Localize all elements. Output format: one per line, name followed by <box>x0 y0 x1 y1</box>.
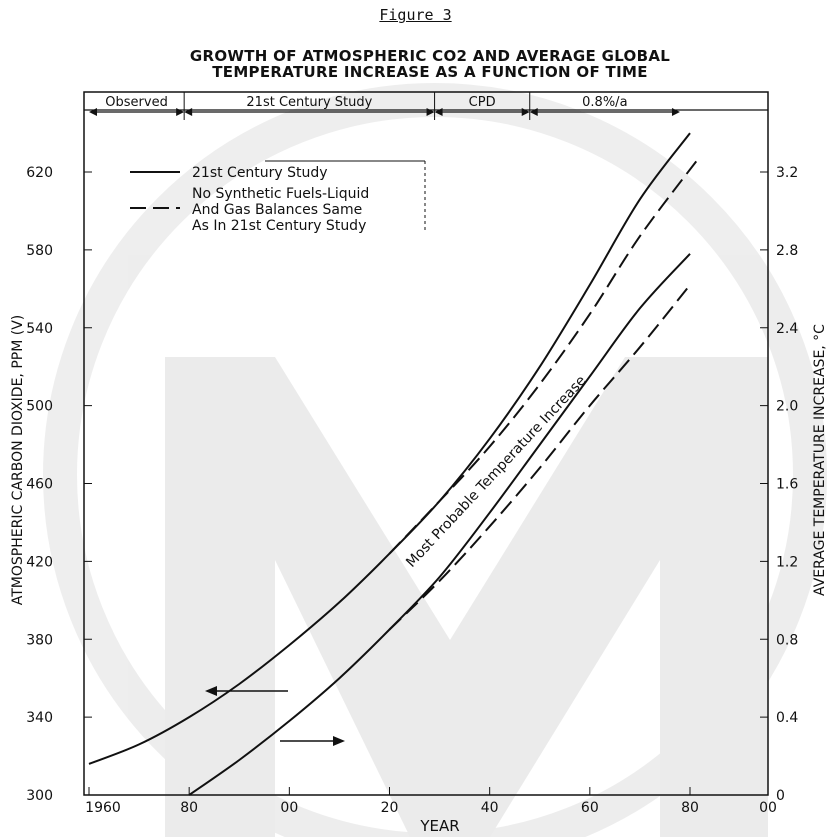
arrow-to-right-axis-head <box>333 736 345 746</box>
y-right-tick-label: 0.8 <box>776 632 798 648</box>
y-right-tick-label: 1.2 <box>776 554 798 570</box>
y-left-tick-label: 580 <box>26 243 53 259</box>
legend-label-solid: 21st Century Study <box>192 165 328 181</box>
y-left-tick-label: 620 <box>26 165 53 181</box>
y-right-tick-label: 0.4 <box>776 710 798 726</box>
y-left-tick-label: 540 <box>26 321 53 337</box>
x-tick-label: 80 <box>180 800 198 816</box>
arrow-to-left-axis-head <box>205 686 217 696</box>
period-arrowhead-left <box>89 108 97 116</box>
y-left-tick-label: 340 <box>26 710 53 726</box>
x-tick-label: 00 <box>759 800 777 816</box>
period-arrowhead-right <box>521 108 530 116</box>
axis-labels: YEAR ATMOSPHERIC CARBON DIOXIDE, PPM (V) A… <box>10 315 828 835</box>
chart-title: GROWTH OF ATMOSPHERIC CO2 AND AVERAGE GL… <box>90 48 770 80</box>
period-arrowhead-right <box>176 108 185 116</box>
chart-title-line-2: TEMPERATURE INCREASE AS A FUNCTION OF TI… <box>212 63 648 81</box>
period-label: 0.8%/a <box>582 95 627 110</box>
series-line-right-dashed <box>388 284 691 631</box>
x-tick-label: 40 <box>481 800 499 816</box>
figure-label: Figure 3 <box>379 6 452 24</box>
chart-title-line-1: GROWTH OF ATMOSPHERIC CO2 AND AVERAGE GL… <box>189 47 671 65</box>
y-left-tick-label: 380 <box>26 632 53 648</box>
y-right-tick-label: 2.0 <box>776 399 798 415</box>
y-right-tick-label: 2.4 <box>776 321 798 337</box>
period-label: 21st Century Study <box>246 95 372 110</box>
legend: 21st Century Study No Synthetic Fuels-Liq… <box>130 160 426 234</box>
plot-border <box>83 91 769 796</box>
y-right-tick-label: 1.6 <box>776 477 798 493</box>
period-label: Observed <box>105 95 168 110</box>
period-arrowhead-right <box>671 108 680 116</box>
y-left-tick-label: 500 <box>26 399 53 415</box>
x-tick-label: 20 <box>381 800 399 816</box>
plot-frame <box>83 91 769 796</box>
legend-label-dashed-line: And Gas Balances Same <box>192 202 362 218</box>
y-right-tick-label: 2.8 <box>776 243 798 259</box>
series-line-right-solid <box>188 253 691 796</box>
axis-ticks: 1960 80 00 20 40 60 80 00 300 340 380 420 460 500 540 5… <box>26 165 798 816</box>
period-arrowhead-left <box>184 108 193 116</box>
x-tick-label: 80 <box>681 800 699 816</box>
y-right-axis-label: AVERAGE TEMPERATURE INCREASE, °C <box>812 324 828 596</box>
period-label: CPD <box>469 95 496 110</box>
legend-label-dashed-line: No Synthetic Fuels-Liquid <box>192 186 369 202</box>
period-arrowhead-left <box>434 108 443 116</box>
period-arrowhead-left <box>529 108 538 116</box>
y-right-tick-label: 0 <box>776 788 785 804</box>
x-axis-label: YEAR <box>419 817 459 835</box>
period-bar: Observed 21st Century Study CPD 0.8%/a <box>84 92 768 120</box>
y-right-tick-label: 3.2 <box>776 165 798 181</box>
y-left-axis-label: ATMOSPHERIC CARBON DIOXIDE, PPM (V) <box>10 315 26 606</box>
legend-label-dashed-line: As In 21st Century Study <box>192 218 366 234</box>
x-tick-label: 60 <box>581 800 599 816</box>
x-tick-label: 00 <box>280 800 298 816</box>
y-left-tick-label: 460 <box>26 477 53 493</box>
series-line-left-dashed <box>388 155 701 555</box>
y-left-tick-label: 300 <box>26 788 53 804</box>
series-lines <box>88 132 701 796</box>
period-arrowhead-right <box>426 108 435 116</box>
x-tick-label: 1960 <box>85 800 121 816</box>
y-left-tick-label: 420 <box>26 554 53 570</box>
